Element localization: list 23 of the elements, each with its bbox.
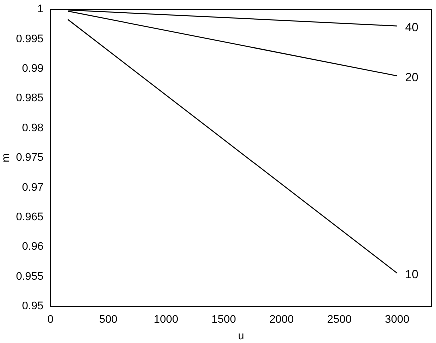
y-tick-label: 0.955 bbox=[16, 270, 44, 283]
x-tick-label: 3000 bbox=[385, 314, 410, 326]
x-tick-label: 1500 bbox=[212, 314, 236, 326]
x-tick-label: 2500 bbox=[327, 314, 352, 326]
series-label: 20 bbox=[405, 70, 420, 84]
y-tick-label: 1 bbox=[38, 4, 44, 16]
y-axis-title: m bbox=[0, 154, 13, 163]
y-tick-label: 0.99 bbox=[22, 63, 44, 76]
x-tick-label: 500 bbox=[99, 314, 118, 326]
x-axis-title: u bbox=[238, 330, 244, 342]
y-tick-label: 0.965 bbox=[16, 212, 44, 224]
y-tick-label: 0.97 bbox=[22, 182, 44, 194]
y-tick-label: 0.975 bbox=[16, 152, 44, 164]
x-tick-label: 0 bbox=[48, 314, 54, 326]
series-label: 40 bbox=[405, 20, 420, 35]
y-tick-label: 0.995 bbox=[16, 33, 44, 46]
x-tick-label: 2000 bbox=[270, 314, 294, 326]
y-tick-label: 0.985 bbox=[16, 92, 44, 105]
x-tick-label: 1000 bbox=[154, 314, 179, 326]
series-label: 10 bbox=[405, 268, 420, 282]
y-tick-label: 0.95 bbox=[22, 300, 44, 313]
y-tick-label: 0.98 bbox=[22, 122, 44, 134]
y-tick-label: 0.96 bbox=[22, 241, 44, 254]
